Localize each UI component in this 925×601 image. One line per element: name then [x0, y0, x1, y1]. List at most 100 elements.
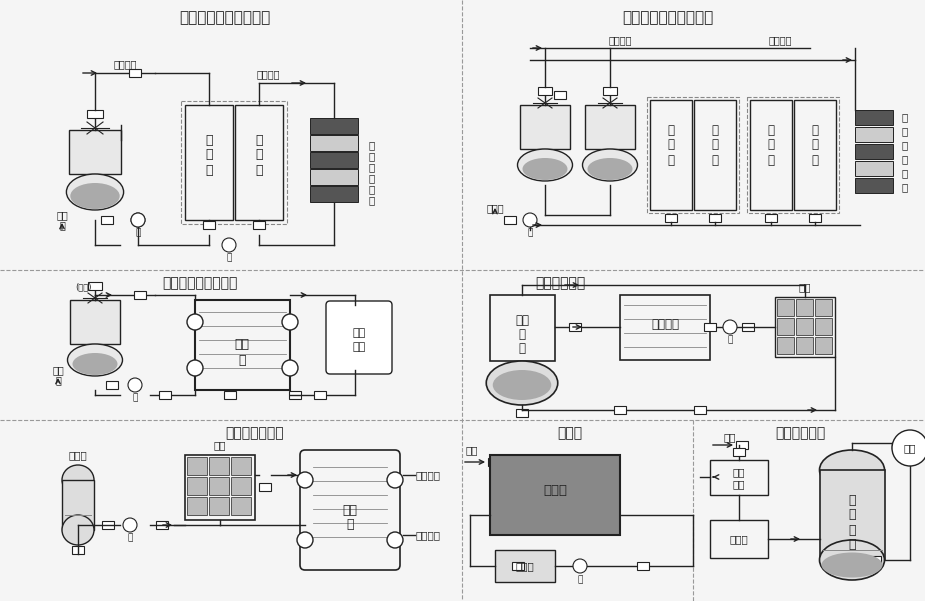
Bar — [710, 520, 768, 558]
Ellipse shape — [67, 174, 124, 210]
Text: 发: 发 — [711, 138, 719, 151]
Bar — [796, 318, 813, 335]
Text: 热媒出口: 热媒出口 — [415, 530, 440, 540]
Text: 进水: 进水 — [723, 432, 736, 442]
Text: 装置: 装置 — [733, 479, 746, 489]
Bar — [614, 406, 626, 414]
Bar — [650, 100, 692, 210]
Bar — [647, 97, 739, 213]
Bar — [694, 406, 706, 414]
Bar — [488, 458, 500, 466]
Text: 水: 水 — [56, 375, 61, 385]
Circle shape — [573, 559, 587, 573]
Bar — [815, 318, 832, 335]
Circle shape — [128, 378, 142, 392]
Bar — [231, 457, 251, 475]
Text: 冷冻水管: 冷冻水管 — [256, 69, 279, 79]
Bar — [736, 441, 748, 449]
Bar — [855, 144, 893, 159]
Text: 补水箱: 补水箱 — [68, 450, 87, 460]
Text: 设: 设 — [369, 184, 376, 194]
Bar — [102, 521, 114, 529]
Bar — [820, 470, 885, 560]
Bar — [129, 69, 141, 77]
Text: 空: 空 — [369, 140, 376, 150]
Text: 蒸: 蒸 — [255, 133, 263, 147]
Circle shape — [222, 238, 236, 252]
Bar — [538, 87, 552, 95]
Ellipse shape — [821, 552, 882, 578]
Circle shape — [297, 532, 313, 548]
Text: 游泳池: 游泳池 — [543, 483, 567, 496]
Bar — [209, 457, 229, 475]
Bar — [253, 221, 265, 229]
Circle shape — [387, 472, 403, 488]
Text: 用户: 用户 — [214, 440, 227, 450]
Bar — [733, 448, 745, 456]
Text: 设: 设 — [902, 168, 908, 178]
Bar — [106, 381, 118, 389]
Text: 热交换器: 热交换器 — [651, 319, 679, 332]
Text: 调: 调 — [902, 126, 908, 136]
Bar — [69, 130, 121, 174]
Bar — [620, 295, 710, 360]
Ellipse shape — [523, 158, 568, 180]
Bar — [187, 497, 207, 515]
Text: 锅: 锅 — [519, 329, 525, 341]
Ellipse shape — [587, 158, 633, 180]
Text: 端: 端 — [902, 154, 908, 164]
Text: 泵: 泵 — [227, 254, 231, 263]
Text: 备: 备 — [902, 182, 908, 192]
Text: 过滤器: 过滤器 — [515, 561, 535, 571]
Text: 器: 器 — [239, 353, 246, 367]
Bar — [185, 455, 255, 520]
Bar — [765, 214, 777, 222]
Text: 泵: 泵 — [577, 576, 583, 585]
Bar — [855, 178, 893, 193]
Bar — [310, 135, 358, 151]
Bar — [310, 118, 358, 134]
Ellipse shape — [62, 515, 94, 545]
Bar — [289, 391, 301, 399]
Text: 调: 调 — [369, 151, 376, 161]
Text: 用户: 用户 — [904, 443, 917, 453]
Circle shape — [892, 430, 925, 466]
Bar — [554, 91, 566, 99]
Ellipse shape — [62, 465, 94, 495]
Circle shape — [282, 360, 298, 376]
Bar — [704, 323, 716, 331]
Text: 器: 器 — [668, 153, 674, 166]
Bar — [742, 323, 754, 331]
Bar — [101, 216, 113, 224]
Circle shape — [187, 314, 203, 330]
Ellipse shape — [583, 149, 637, 181]
Bar — [185, 105, 233, 220]
Text: 游泳池: 游泳池 — [558, 426, 583, 440]
Bar — [809, 214, 821, 222]
Bar — [88, 282, 102, 290]
Bar — [224, 391, 236, 399]
Bar — [855, 110, 893, 125]
Text: 热媒进口: 热媒进口 — [415, 470, 440, 480]
Bar — [777, 299, 794, 316]
Text: 炉: 炉 — [848, 538, 856, 552]
Circle shape — [131, 213, 145, 227]
Text: 冷却水管: 冷却水管 — [113, 59, 137, 69]
FancyBboxPatch shape — [326, 301, 392, 374]
Text: 泵: 泵 — [727, 335, 733, 344]
Bar — [310, 186, 358, 202]
Bar — [62, 480, 94, 530]
Text: 冷却水管: 冷却水管 — [609, 35, 632, 45]
Text: 采暖及换热系统: 采暖及换热系统 — [226, 426, 284, 440]
Text: 中央空调系统单机安装: 中央空调系统单机安装 — [179, 10, 271, 25]
Bar — [777, 318, 794, 335]
Bar — [159, 391, 171, 399]
Bar — [231, 477, 251, 495]
Bar — [520, 105, 570, 149]
Text: 器: 器 — [768, 153, 774, 166]
Text: 冷: 冷 — [668, 123, 674, 136]
Bar — [512, 562, 524, 570]
Bar — [796, 299, 813, 316]
Bar — [181, 101, 287, 224]
Bar — [585, 105, 635, 149]
